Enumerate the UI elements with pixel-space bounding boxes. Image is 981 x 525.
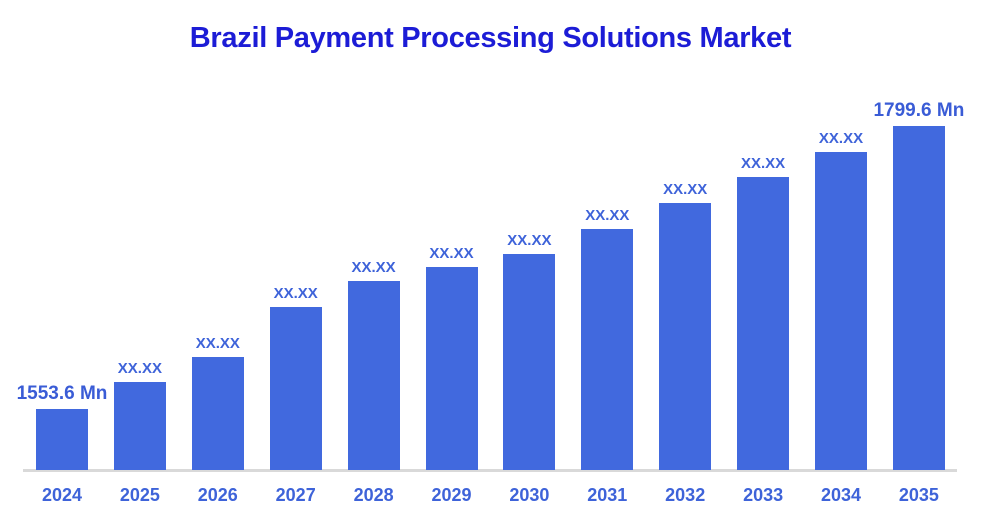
chart-title: Brazil Payment Processing Solutions Mark…	[189, 22, 792, 54]
bar-2027	[269, 307, 322, 470]
year-label-2032: 2032	[665, 485, 706, 505]
value-label-2035: 1799.6 Mn	[873, 100, 965, 121]
year-label-2024: 2024	[41, 485, 83, 505]
x-axis-line	[23, 469, 957, 472]
year-label-2030: 2030	[509, 485, 550, 505]
bar-2030	[503, 254, 556, 470]
value-label-2029: XX.XX	[429, 245, 474, 262]
year-label-2025: 2025	[119, 485, 160, 505]
value-label-2027: XX.XX	[273, 285, 318, 302]
bar-2026	[191, 357, 244, 470]
value-label-2026: XX.XX	[195, 335, 240, 352]
bar-2024	[36, 409, 88, 470]
value-label-2033: XX.XX	[741, 155, 786, 172]
bar-2029	[425, 267, 478, 470]
value-label-2028: XX.XX	[351, 259, 396, 276]
value-label-2034: XX.XX	[818, 130, 864, 147]
year-label-2034: 2034	[820, 485, 862, 505]
value-label-2024: 1553.6 Mn	[16, 383, 108, 404]
year-label-2029: 2029	[431, 485, 472, 505]
year-label-2035: 2035	[898, 485, 939, 505]
year-label-2027: 2027	[275, 485, 316, 505]
year-label-2028: 2028	[353, 485, 394, 505]
year-label-2031: 2031	[587, 485, 628, 505]
bar-2032	[659, 203, 712, 470]
bar-2034	[815, 152, 867, 470]
bar-2035	[892, 126, 945, 470]
bar-2033	[737, 177, 790, 470]
bar-2028	[347, 281, 400, 470]
value-label-2030: XX.XX	[507, 232, 552, 249]
bar-2031	[581, 229, 634, 470]
year-label-2033: 2033	[743, 485, 784, 505]
value-label-2025: XX.XX	[117, 360, 162, 377]
year-label-2026: 2026	[197, 485, 238, 505]
bar-2025	[113, 382, 166, 470]
value-label-2031: XX.XX	[585, 207, 630, 224]
value-label-2032: XX.XX	[663, 181, 708, 198]
